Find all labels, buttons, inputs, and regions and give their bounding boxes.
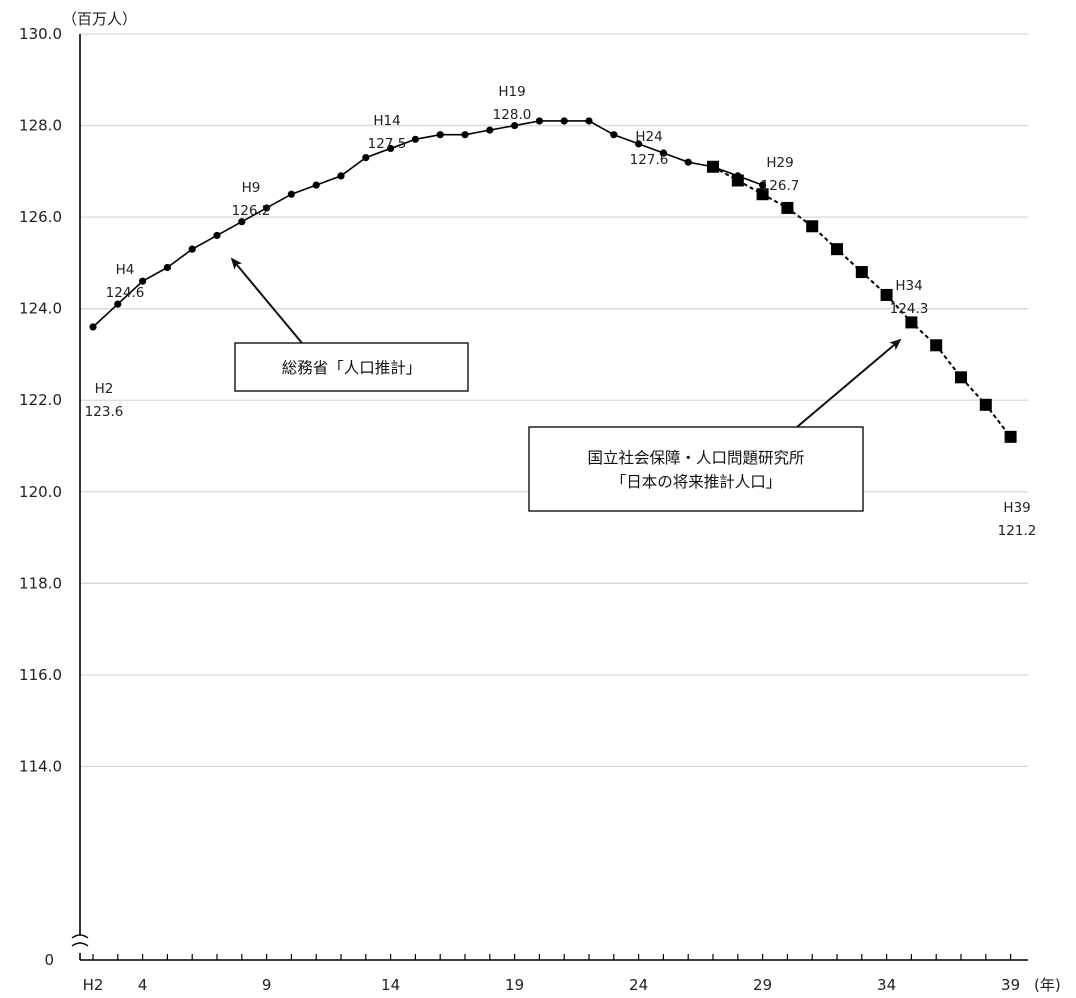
x-tick-label: 29	[753, 976, 772, 994]
data-point-circle	[610, 131, 618, 139]
annotation-value-H14: 127.5	[368, 136, 407, 152]
x-tick-label: 4	[138, 976, 148, 994]
annotation-year-H24: H24	[635, 129, 662, 145]
series-line	[712, 165, 1012, 438]
data-point-square	[905, 316, 918, 329]
data-point-circle	[461, 131, 469, 139]
data-point-circle	[436, 131, 444, 139]
data-point-square	[781, 201, 794, 214]
annotation-value-H9: 126.2	[232, 203, 271, 219]
annotation-year-H9: H9	[242, 180, 261, 196]
data-labels: H2 123.6 H4 124.6 H9 126.2 H14 127.5 H19 128.0 H24…	[85, 84, 1037, 539]
data-point-circle	[114, 300, 122, 308]
y-tick-label: 120.0	[19, 483, 62, 501]
data-point-circle	[139, 277, 147, 285]
data-point-circle	[684, 158, 692, 166]
data-point-square	[855, 266, 868, 279]
data-point-circle	[89, 323, 97, 331]
callout-text: 「日本の将来推計人口」	[611, 473, 782, 491]
annotation-year-H29: H29	[766, 155, 793, 171]
x-tick-label: 9	[262, 976, 272, 994]
data-point-circle	[486, 126, 494, 134]
axis-break-mark	[71, 934, 89, 939]
series	[89, 117, 1017, 443]
series-2	[707, 160, 1017, 443]
x-tick-label: H2	[83, 976, 104, 994]
annotation-year-H14: H14	[373, 113, 400, 129]
y-tick-label: 128.0	[19, 117, 62, 135]
annotation-year-H34: H34	[895, 278, 922, 294]
data-point-circle	[535, 117, 544, 125]
annotation-value-H29: 126.7	[761, 178, 800, 194]
axes: 130.0 128.0 126.0 124.0 122.0 120.0 118.0 116.0…	[19, 10, 1061, 994]
callout-text: 国立社会保障・人口問題研究所	[587, 449, 804, 467]
callout-estimate: 総務省「人口推計」	[230, 257, 469, 392]
x-tick-label: 34	[877, 976, 896, 994]
y-axis-unit: （百万人）	[62, 10, 137, 28]
x-tick-label: 19	[505, 976, 524, 994]
data-point-square	[979, 398, 992, 411]
data-point-circle	[312, 181, 320, 189]
annotation-year-H39: H39	[1003, 500, 1030, 516]
data-point-circle	[659, 149, 668, 157]
annotation-value-H4: 124.6	[106, 285, 145, 301]
data-point-circle	[560, 117, 568, 125]
data-point-circle	[263, 204, 271, 212]
y-break-label: 0	[44, 951, 54, 969]
data-point-square	[955, 371, 967, 384]
annotation-value-H24: 127.6	[630, 152, 669, 168]
data-point-circle	[163, 263, 171, 272]
callout-box	[528, 426, 864, 512]
data-point-circle	[362, 154, 370, 162]
callout-box	[234, 342, 469, 392]
annotation-value-H39: 121.2	[998, 523, 1037, 539]
x-tick-label: 24	[629, 976, 648, 994]
annotation-year-H19: H19	[498, 84, 525, 100]
annotation-value-H19: 128.0	[493, 107, 532, 123]
y-tick-label: 124.0	[19, 300, 62, 318]
callout-projection: 国立社会保障・人口問題研究所「日本の将来推計人口」	[528, 338, 902, 512]
data-point-square	[930, 339, 943, 352]
data-point-square	[806, 220, 819, 233]
data-point-square	[831, 243, 843, 256]
annotation-year-H2: H2	[95, 381, 114, 397]
data-point-circle	[585, 117, 593, 125]
data-point-circle	[213, 231, 221, 240]
callouts: 総務省「人口推計」国立社会保障・人口問題研究所「日本の将来推計人口」	[230, 257, 902, 512]
data-point-circle	[387, 144, 395, 153]
x-axis-unit: (年)	[1034, 976, 1061, 994]
axis-break-mark	[71, 942, 89, 947]
data-point-square	[1004, 430, 1017, 443]
callout-text: 総務省「人口推計」	[282, 359, 422, 377]
data-point-square	[756, 188, 769, 201]
data-point-circle	[411, 135, 419, 143]
callout-arrow	[796, 338, 902, 428]
annotation-value-H34: 124.3	[890, 301, 929, 317]
data-point-circle	[238, 218, 246, 226]
annotation-year-H4: H4	[116, 262, 135, 278]
y-tick-label: 122.0	[19, 391, 62, 409]
data-point-circle	[759, 181, 767, 189]
data-point-circle	[510, 121, 519, 130]
y-tick-label: 118.0	[19, 574, 62, 592]
callout-arrow	[230, 257, 303, 344]
y-tick-label: 116.0	[19, 666, 62, 684]
data-point-square	[707, 160, 719, 173]
annotation-value-H2: 123.6	[85, 404, 124, 420]
data-point-circle	[188, 245, 196, 253]
data-point-circle	[635, 140, 643, 148]
y-tick-label: 126.0	[19, 208, 62, 226]
y-tick-label: 130.0	[19, 25, 62, 43]
data-point-square	[731, 174, 744, 187]
series-line	[92, 120, 763, 328]
y-tick-label: 114.0	[19, 757, 62, 775]
data-point-square	[880, 288, 893, 301]
x-tick-label: 14	[381, 976, 400, 994]
series-1	[89, 117, 767, 331]
gridlines	[80, 33, 1028, 768]
data-point-circle	[337, 172, 345, 180]
x-tick-label: 39	[1001, 976, 1020, 994]
data-point-circle	[287, 190, 295, 198]
